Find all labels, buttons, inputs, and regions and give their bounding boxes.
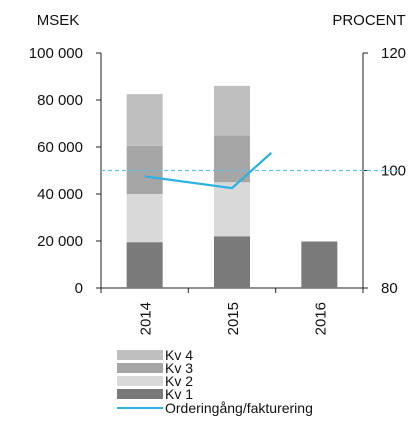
bar-kv-1: [301, 241, 338, 288]
bar-kv-2: [126, 194, 163, 243]
y-left-tick-label: 100 000: [29, 45, 83, 62]
y-left-tick-label: 20 000: [37, 233, 83, 250]
bar-kv-1: [214, 236, 250, 288]
x-tick-label: 2016: [312, 302, 329, 335]
legend-label: Kv 4: [165, 347, 193, 363]
bar-kv-4: [214, 85, 250, 136]
bar-kv-1: [126, 242, 163, 288]
y-right-unit-label: PROCENT: [332, 12, 405, 29]
legend-label: Kv 3: [165, 360, 193, 376]
legend-label: Kv 1: [165, 386, 193, 402]
x-tick-label: 2014: [138, 302, 155, 335]
y-right-tick-label: 100: [381, 163, 406, 180]
bar-kv-3: [214, 135, 250, 183]
y-left-tick-label: 40 000: [37, 186, 83, 203]
legend-label: Kv 2: [165, 373, 193, 389]
x-tick-label: 2015: [225, 302, 242, 335]
y-right-tick-label: 120: [381, 45, 406, 62]
legend-swatch: [117, 376, 163, 386]
legend-swatch: [117, 350, 163, 360]
y-left-tick-label: 0: [75, 280, 83, 297]
legend-label: Orderingång/fakturering: [165, 400, 313, 416]
legend-swatch: [117, 363, 163, 373]
y-left-tick-label: 60 000: [37, 139, 83, 156]
y-right-tick-label: 80: [381, 280, 398, 297]
legend-swatch: [117, 389, 163, 399]
y-left-unit-label: MSEK: [37, 12, 80, 29]
bar-kv-2: [214, 182, 250, 237]
line-orderingang-fakturering: [144, 152, 273, 190]
bar-kv-4: [126, 94, 163, 146]
y-left-tick-label: 80 000: [37, 92, 83, 109]
